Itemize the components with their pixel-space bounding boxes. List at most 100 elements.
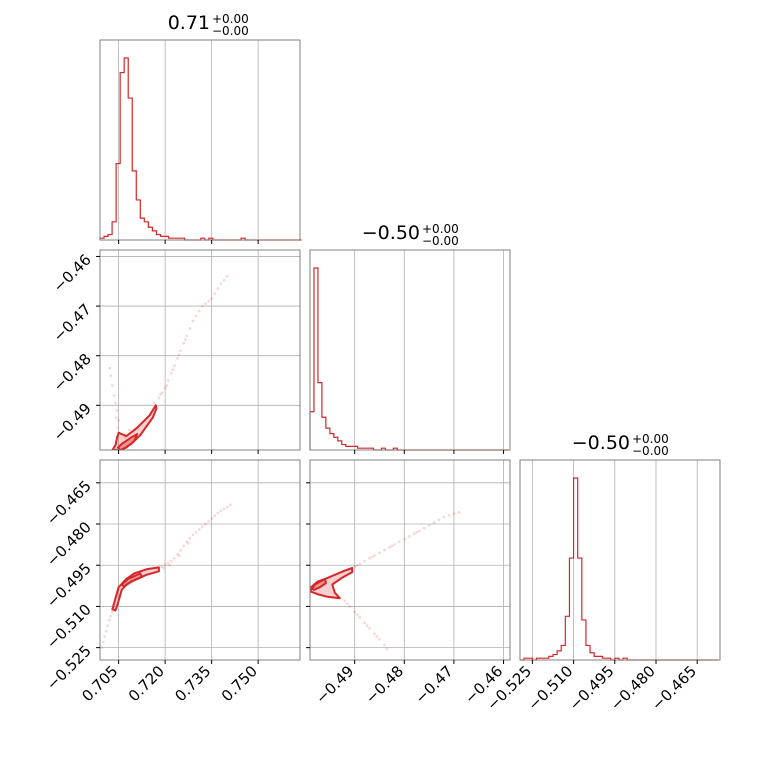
scatter-point [378, 551, 381, 555]
histogram-bin [586, 645, 590, 660]
scatter-point [432, 521, 436, 525]
scatter-point [213, 514, 217, 518]
scatter-point [412, 532, 416, 536]
title-plus: +0.00 [632, 432, 669, 446]
scatter-point [116, 426, 120, 430]
scatter-point [368, 627, 371, 630]
scatter-point [114, 416, 118, 420]
contour-inner [120, 572, 143, 588]
panel-layer: 0.71 +0.00−0.00−0.50 +0.00−0.00−0.525−0.51… [43, 12, 721, 714]
x-tick-label: −0.510 [524, 662, 576, 714]
title-value: −0.50 [572, 432, 630, 454]
scatter-point [160, 391, 164, 395]
scatter-point [437, 518, 441, 522]
scatter-point [363, 559, 366, 563]
scatter-point [176, 552, 179, 556]
histogram-bin [136, 200, 140, 240]
scatter-point [112, 394, 116, 397]
scatter-point [104, 629, 108, 633]
param-title-2: −0.50 +0.00−0.00 [572, 432, 669, 458]
scatter-point [107, 618, 111, 622]
panel-border [309, 249, 511, 451]
scatter-point [106, 624, 110, 628]
scatter-point [200, 304, 204, 308]
scatter-point [228, 503, 232, 507]
histogram-bin [561, 645, 565, 660]
scatter-point [176, 356, 179, 360]
scatter-point [210, 297, 214, 301]
histogram-panel-2: −0.525−0.510−0.495−0.480−0.465 [483, 459, 721, 714]
scatter-point [355, 613, 359, 617]
scatter-point [100, 646, 103, 650]
x-tick-label: −0.495 [566, 662, 618, 714]
scatter-point [402, 537, 406, 541]
scatter-point [191, 319, 195, 323]
scatter-point [123, 436, 127, 439]
scatter-point [365, 624, 369, 628]
histogram-bin [553, 655, 557, 660]
scatter-point [103, 635, 107, 639]
scatter-point [179, 548, 183, 552]
histogram-step [520, 477, 718, 661]
histogram-bin [582, 620, 586, 660]
histogram-bin [124, 58, 128, 240]
panel-border [99, 249, 301, 451]
scatter-point [343, 599, 347, 603]
scatter-point [160, 565, 164, 568]
panel-content [310, 511, 461, 651]
contour-outer [310, 567, 354, 600]
y-tick-label: −0.465 [43, 477, 95, 529]
scatter-point [115, 408, 119, 412]
scatter-point [101, 640, 105, 644]
param-title-1: −0.50 +0.00−0.00 [362, 222, 459, 248]
panel-border [309, 459, 511, 661]
scatter-point [348, 605, 352, 608]
scatter-point [185, 334, 189, 338]
scatter-point [383, 548, 386, 552]
scatter-point [415, 530, 419, 534]
scatter-point [109, 614, 113, 618]
histogram-bin [120, 73, 124, 240]
scatter-point [207, 519, 210, 523]
contour-panel-1-2: −0.49 −0.48 −0.47 −0.46 [306, 459, 511, 707]
scatter-point [207, 299, 210, 303]
scatter-point [183, 338, 187, 342]
scatter-point [128, 428, 131, 432]
y-tick-label: −0.480 [43, 518, 95, 570]
x-tick-label: 0.705 [78, 662, 121, 705]
scatter-point [358, 562, 362, 566]
histogram-bin [574, 478, 578, 660]
y-tick-label: −0.495 [43, 559, 95, 611]
x-tick-label: 0.735 [171, 662, 214, 705]
scatter-point [169, 559, 173, 563]
scatter-point [177, 353, 181, 357]
scatter-point [200, 525, 204, 529]
scatter-point [442, 515, 446, 519]
histogram-bin [128, 98, 132, 240]
scatter-point [163, 563, 167, 567]
scatter-point [368, 556, 371, 560]
histogram-bin [112, 222, 116, 240]
histogram-step [99, 57, 302, 241]
panel-content [108, 274, 229, 450]
y-tick-label: −0.49 [50, 399, 95, 444]
scatter-point [427, 523, 431, 527]
histogram-bin [148, 227, 152, 240]
scatter-point [373, 554, 376, 558]
histogram-bin [578, 558, 582, 660]
scatter-point [417, 529, 421, 533]
scatter-point [204, 302, 207, 305]
scatter-point [173, 364, 176, 368]
panel-border [519, 459, 721, 661]
x-tick-label: 0.720 [125, 662, 168, 705]
scatter-point [447, 513, 451, 517]
title-minus: −0.00 [632, 444, 669, 458]
contour-panel-0-1: −0.49−0.48 −0.47−0.46 [50, 249, 301, 454]
histogram-bin [565, 616, 569, 660]
scatter-point [397, 540, 401, 544]
histogram-panel-0 [99, 39, 302, 244]
scatter-point [407, 534, 411, 538]
scatter-point [186, 541, 190, 545]
scatter-point [388, 545, 391, 549]
